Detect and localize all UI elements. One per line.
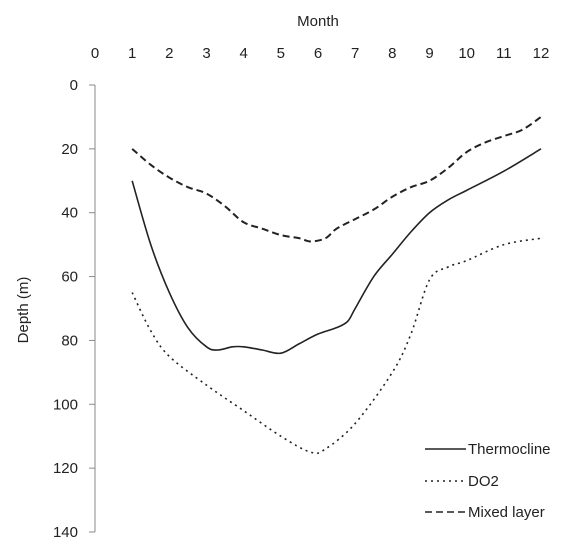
- x-tick-label-5: 5: [277, 45, 285, 62]
- x-tick-label-10: 10: [458, 45, 475, 62]
- x-tick-label-12: 12: [533, 45, 550, 62]
- x-tick-label-1: 1: [128, 45, 136, 62]
- legend-label-thermocline: Thermocline: [468, 441, 551, 458]
- x-tick-label-7: 7: [351, 45, 359, 62]
- x-tick-label-0: 0: [91, 45, 99, 62]
- x-axis-ticks: 0 1 2 3 4 5 6 7 8 9 10 11 12: [91, 45, 550, 62]
- y-tick-label-140: 140: [53, 524, 78, 539]
- y-axis-ticks: 0 20 40 60 80 100 120 140: [53, 77, 95, 539]
- y-tick-label-0: 0: [70, 77, 78, 94]
- y-tick-label-100: 100: [53, 396, 78, 413]
- x-axis-title: Month: [297, 13, 339, 30]
- legend: Thermocline DO2 Mixed layer: [425, 441, 551, 521]
- series-line-mixed-layer: [132, 117, 541, 242]
- legend-label-mixed-layer: Mixed layer: [468, 504, 545, 521]
- y-tick-label-20: 20: [61, 141, 78, 158]
- x-tick-label-4: 4: [239, 45, 247, 62]
- y-axis-title: Depth (m): [15, 277, 32, 344]
- x-tick-label-2: 2: [165, 45, 173, 62]
- legend-label-do2: DO2: [468, 473, 499, 490]
- y-tick-label-80: 80: [61, 332, 78, 349]
- y-tick-label-120: 120: [53, 460, 78, 477]
- series-line-thermocline: [132, 149, 541, 354]
- series-line-do2: [132, 238, 541, 453]
- x-tick-label-9: 9: [425, 45, 433, 62]
- series-group: [132, 117, 541, 453]
- x-tick-label-3: 3: [202, 45, 210, 62]
- x-tick-label-8: 8: [388, 45, 396, 62]
- x-tick-label-6: 6: [314, 45, 322, 62]
- x-tick-label-11: 11: [496, 45, 512, 62]
- y-tick-label-60: 60: [61, 269, 78, 286]
- y-tick-label-40: 40: [61, 205, 78, 222]
